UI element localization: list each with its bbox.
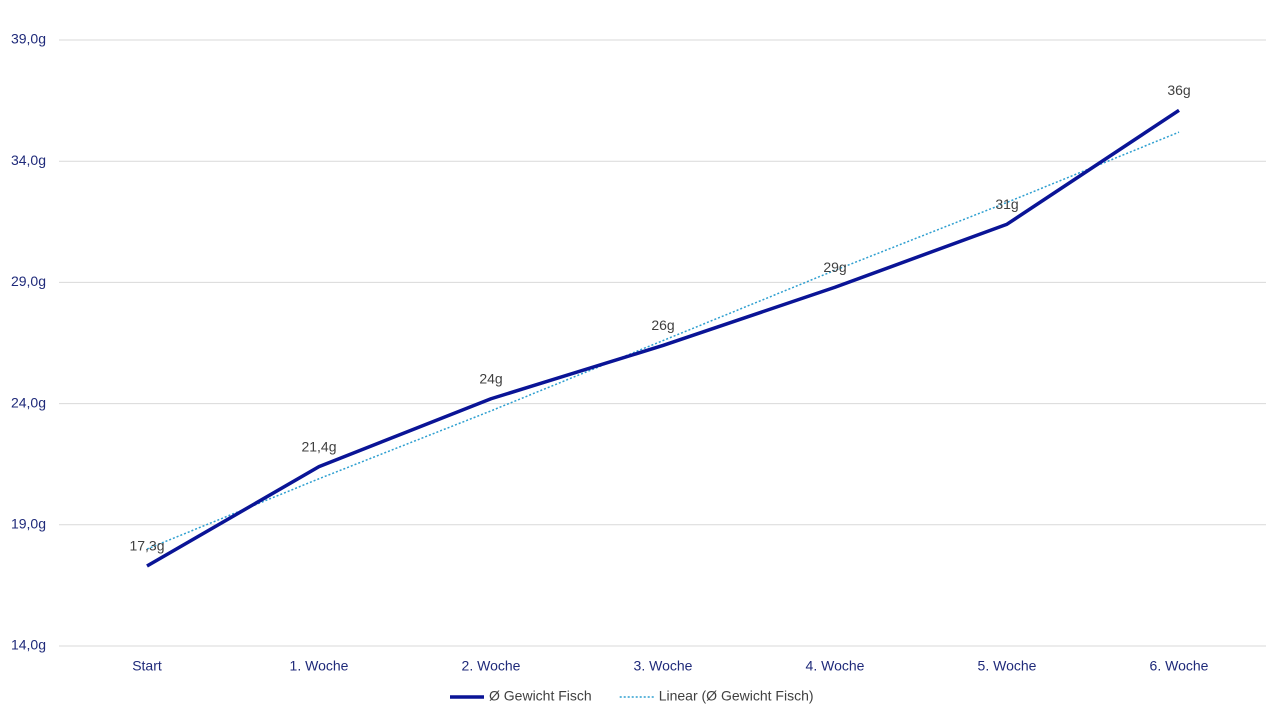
legend-label: Linear (Ø Gewicht Fisch) (659, 688, 814, 704)
x-tick-label: Start (132, 658, 162, 674)
data-label: 36g (1167, 82, 1190, 98)
data-label: 17,3g (129, 538, 164, 554)
data-label: 31g (995, 196, 1018, 212)
data-label: 29g (823, 259, 846, 275)
y-tick-label: 39,0g (11, 31, 46, 47)
x-tick-label: 1. Woche (290, 658, 349, 674)
x-tick-label: 2. Woche (462, 658, 521, 674)
data-label: 24g (479, 370, 502, 386)
x-tick-label: 4. Woche (806, 658, 865, 674)
trend-line (146, 131, 1180, 550)
x-tick-label: 5. Woche (978, 658, 1037, 674)
y-tick-label: 14,0g (11, 637, 46, 653)
x-tick-label: 6. Woche (1150, 658, 1209, 674)
x-tick-label: 3. Woche (634, 658, 693, 674)
y-tick-label: 19,0g (11, 516, 46, 532)
data-label: 26g (651, 317, 674, 333)
y-tick-label: 29,0g (11, 273, 46, 289)
y-tick-label: 24,0g (11, 394, 46, 410)
data-label: 21,4g (301, 438, 336, 454)
legend-label: Ø Gewicht Fisch (489, 688, 592, 704)
y-tick-label: 34,0g (11, 152, 46, 168)
data-line (146, 108, 1180, 568)
